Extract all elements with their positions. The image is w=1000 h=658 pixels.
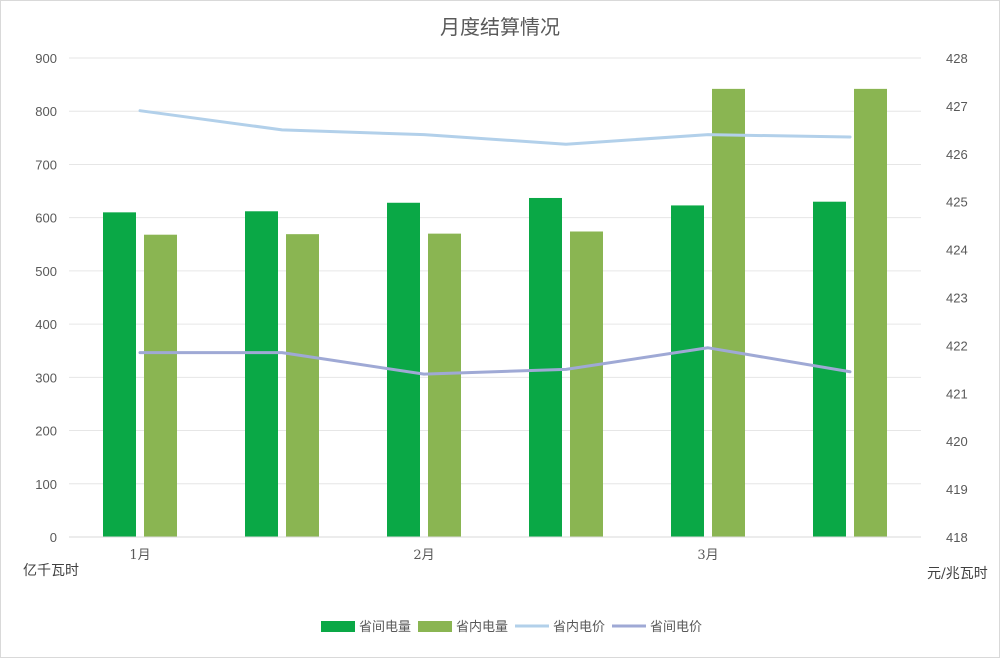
legend-label: 省间电价 (650, 620, 702, 635)
right-axis-tick: 418 (946, 530, 968, 545)
right-axis-unit: 元/兆瓦时 (927, 566, 988, 582)
bar-intraprovincial-energy (286, 234, 319, 537)
right-axis-tick: 423 (946, 291, 968, 306)
bar-intraprovincial-energy (854, 88, 887, 537)
right-axis-tick: 426 (946, 147, 968, 162)
bar-interprovincial-energy (103, 212, 136, 537)
legend-swatch-bar (321, 621, 355, 632)
right-axis-tick: 425 (946, 195, 968, 210)
legend-label: 省内电价 (553, 619, 605, 635)
legend-label: 省间电量 (359, 620, 411, 635)
right-axis-tick: 421 (946, 386, 968, 401)
x-axis-tick: 2月 (413, 548, 434, 563)
legend-label: 省内电量 (456, 619, 508, 635)
axes: 0 100 200 300 400 500 600 700 800 900 418 419 420 421… (35, 51, 967, 563)
right-axis-tick: 422 (946, 338, 968, 353)
right-axis-tick: 427 (946, 99, 968, 114)
left-axis-tick: 700 (35, 157, 57, 172)
line-intraprovincial-price (138, 109, 852, 146)
lines (138, 109, 852, 376)
bar-interprovincial-energy (245, 211, 278, 537)
x-axis-tick: 3月 (697, 548, 718, 563)
bar-interprovincial-energy (529, 197, 562, 538)
left-axis-tick: 900 (35, 51, 57, 66)
x-axis-tick: 1月 (129, 548, 150, 563)
right-axis-tick: 424 (946, 243, 968, 258)
legend-swatch-bar (418, 621, 452, 632)
gridlines (69, 57, 921, 485)
left-axis-tick: 100 (35, 477, 57, 492)
right-axis-tick: 428 (946, 51, 968, 66)
chart-title: 月度结算情况 (440, 15, 560, 39)
left-axis-tick: 400 (35, 317, 57, 332)
bars (103, 88, 887, 538)
left-axis-tick: 300 (35, 370, 57, 385)
right-axis-tick: 419 (946, 482, 968, 497)
left-axis-unit: 亿千瓦时 (23, 563, 79, 579)
line-interprovincial-price (138, 346, 852, 376)
bar-intraprovincial-energy (428, 233, 461, 537)
bar-intraprovincial-energy (570, 231, 603, 537)
left-axis-tick: 200 (35, 424, 57, 439)
right-axis-tick: 420 (946, 434, 968, 449)
left-axis-tick: 0 (50, 530, 57, 545)
bar-interprovincial-energy (671, 205, 704, 538)
legend: 省间电量 省内电量 省内电价 省间电价 (321, 619, 702, 635)
left-axis-tick: 600 (35, 211, 57, 226)
bar-intraprovincial-energy (144, 234, 177, 537)
left-axis-tick: 500 (35, 264, 57, 279)
left-axis-tick: 800 (35, 104, 57, 119)
bar-intraprovincial-energy (712, 88, 745, 537)
